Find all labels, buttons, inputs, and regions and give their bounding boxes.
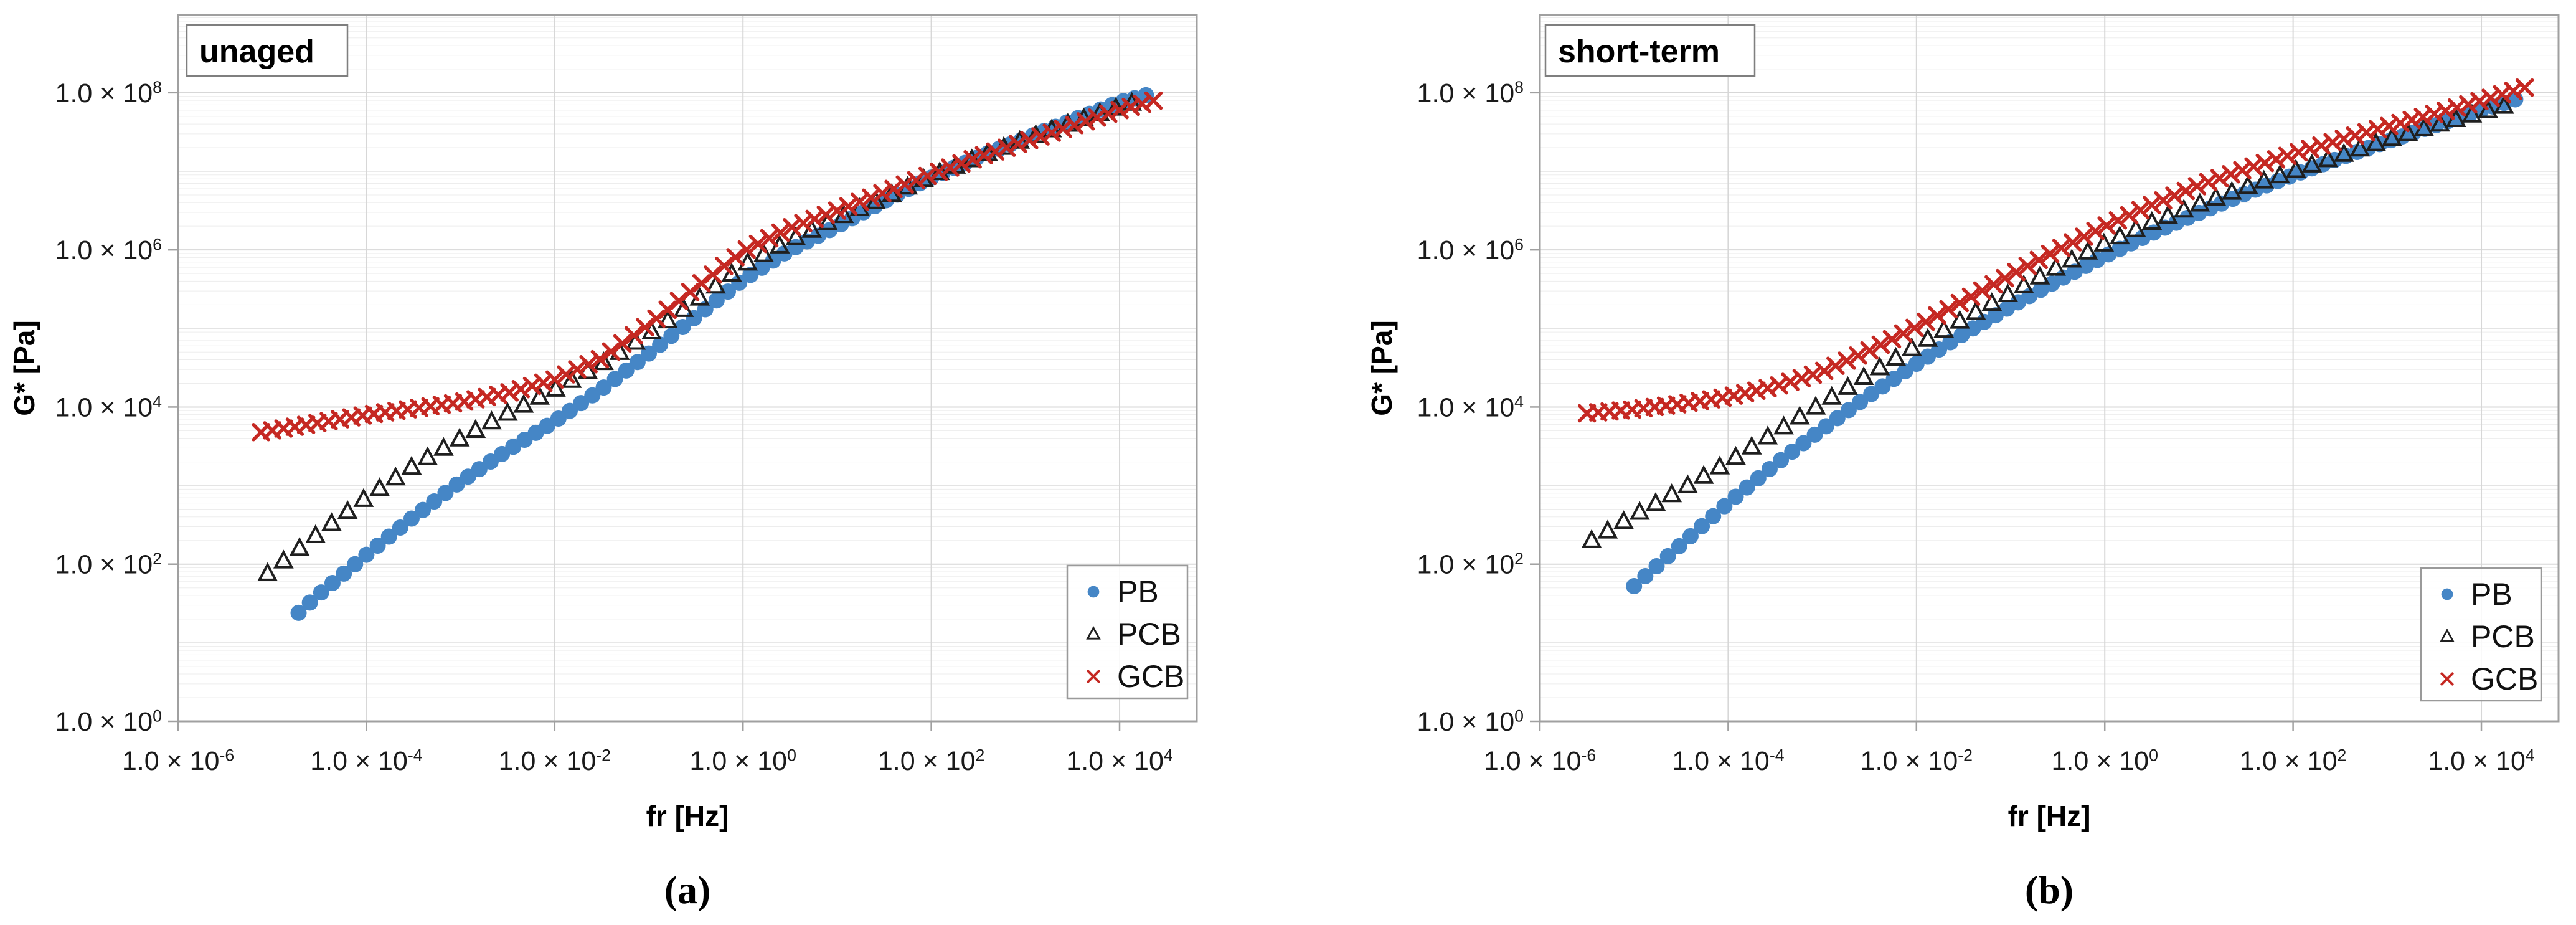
panel-title-box: unaged	[186, 24, 349, 77]
y-axis-title: G* [Pa]	[8, 320, 40, 415]
y-tick-label: 1.0 × 108	[1417, 78, 1524, 108]
y-tick-label: 1.0 × 106	[1417, 235, 1524, 265]
x-tick-label: 1.0 × 10-2	[499, 746, 611, 776]
legend-unaged: PB PCB GCB	[1066, 564, 1189, 700]
y-tick-label: 1.0 × 100	[1417, 706, 1524, 737]
x-tick-label: 1.0 × 10-2	[1861, 746, 1973, 776]
legend-label-PCB: PCB	[2471, 619, 2535, 654]
legend-label-GCB: GCB	[2471, 662, 2538, 696]
gridlines	[1540, 15, 2559, 721]
x-tick-label: 1.0 × 102	[878, 746, 984, 776]
x-tick-label: 1.0 × 100	[689, 746, 796, 776]
panel-unaged: 1.0 × 10-6 1.0 × 10-4 1.0 × 10-2 1.0 × 100 1…	[8, 14, 1198, 832]
caption-b: (b)	[2024, 868, 2074, 912]
x-tick-label: 1.0 × 10-4	[1672, 746, 1785, 776]
legend-label-PCB: PCB	[1117, 617, 1181, 652]
legend-label-PB: PB	[1117, 574, 1159, 609]
panel-title: unaged	[199, 34, 314, 70]
panel-short-term: 1.0 × 10-6 1.0 × 10-4 1.0 × 10-2 1.0 × 100 1…	[1366, 14, 2560, 832]
y-tick-label: 1.0 × 102	[55, 549, 162, 580]
legend-label-PB: PB	[2471, 577, 2512, 612]
x-axis-title: fr [Hz]	[646, 800, 729, 832]
panel-title: short-term	[1558, 34, 1720, 70]
x-tick-label: 1.0 × 10-6	[122, 746, 234, 776]
y-tick-label: 1.0 × 108	[55, 78, 162, 108]
x-tick-label: 1.0 × 104	[2428, 746, 2535, 776]
x-tick-label: 1.0 × 102	[2240, 746, 2346, 776]
y-tick-label: 1.0 × 106	[55, 235, 162, 265]
y-tick-label: 1.0 × 104	[55, 392, 163, 423]
y-axis-title: G* [Pa]	[1366, 320, 1398, 415]
series-short-term-GCB	[1577, 78, 2534, 423]
x-tick-label: 1.0 × 100	[2051, 746, 2158, 776]
x-tick-label: 1.0 × 104	[1066, 746, 1173, 776]
legend-label-GCB: GCB	[1117, 659, 1184, 694]
tick-marks	[168, 92, 1121, 731]
series-short-term-PCB	[1581, 95, 2514, 548]
x-tick-label: 1.0 × 10-6	[1484, 746, 1596, 776]
legend-short-term: PB PCB GCB	[2420, 567, 2542, 702]
x-tick-label: 1.0 × 10-4	[310, 746, 423, 776]
y-tick-label: 1.0 × 102	[1417, 549, 1524, 580]
tick-marks	[1530, 92, 2483, 731]
gridlines	[178, 15, 1197, 721]
caption-a: (a)	[664, 868, 711, 912]
y-tick-label: 1.0 × 104	[1417, 392, 1524, 423]
y-tick-label: 1.0 × 100	[55, 706, 162, 737]
series-unaged-GCB	[252, 91, 1163, 442]
tick-labels: 1.0 × 10-6 1.0 × 10-4 1.0 × 10-2 1.0 × 100 1…	[55, 78, 1173, 776]
x-axis-title: fr [Hz]	[2008, 800, 2091, 832]
tick-labels: 1.0 × 10-6 1.0 × 10-4 1.0 × 10-2 1.0 × 100 1…	[1417, 78, 2535, 776]
panel-title-box: short-term	[1544, 24, 1756, 77]
